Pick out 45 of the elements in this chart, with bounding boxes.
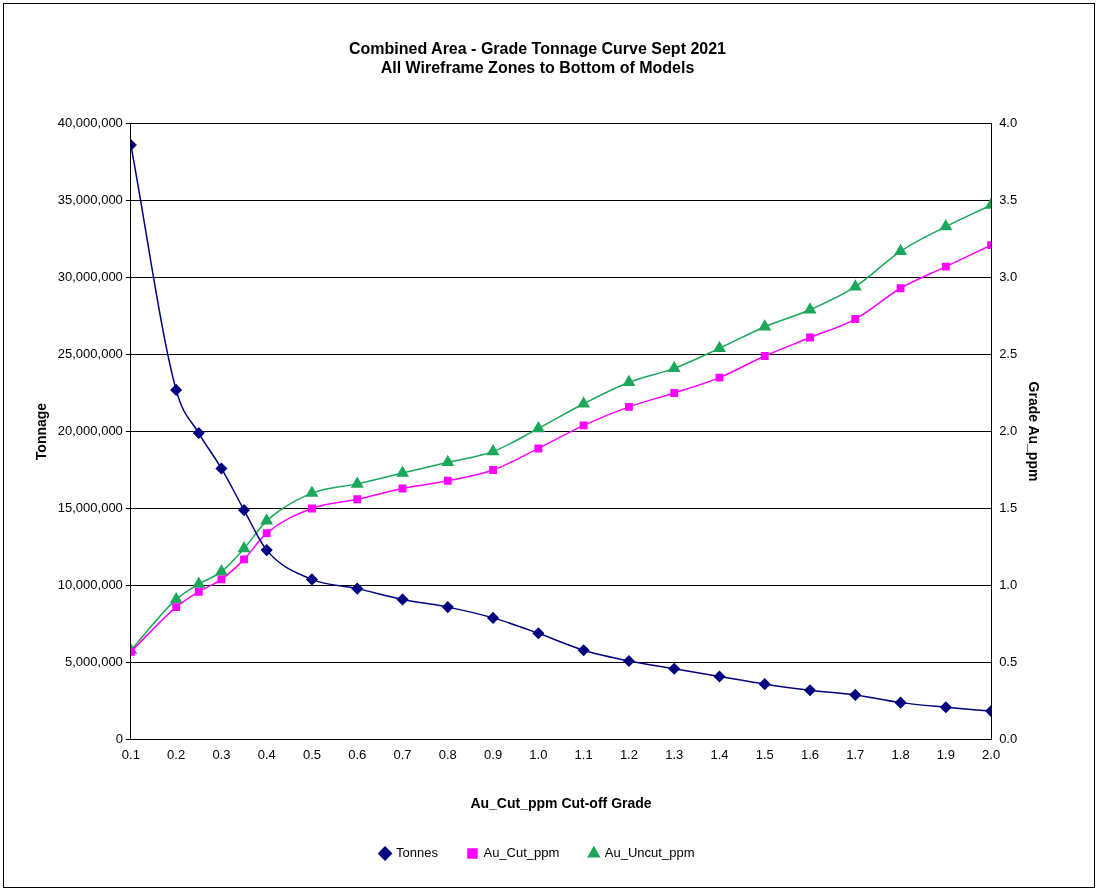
y2-tick-label: 3.0 (999, 269, 1018, 285)
x-tick-label: 1.4 (710, 746, 729, 762)
x-axis-title: Au_Cut_ppm Cut-off Grade (470, 795, 652, 812)
x-tick-label: 0.8 (438, 746, 457, 762)
x-tick-label: 0.1 (121, 746, 140, 762)
y-tick-label: 25,000,000 (57, 346, 123, 362)
y2-tick-label: 0.5 (999, 654, 1018, 670)
x-tick-label: 1.0 (529, 746, 548, 762)
y2-tick-label: 4.0 (999, 114, 1018, 130)
x-tick-label: 1.1 (574, 746, 593, 762)
y2-tick-label: 1.0 (999, 577, 1018, 593)
x-tick-label: 1.5 (755, 746, 774, 762)
x-tick-label: 1.9 (936, 746, 955, 762)
y-tick-label: 35,000,000 (57, 192, 123, 207)
y-tick-label: 40,000,000 (57, 114, 123, 130)
x-tick-label: 1.7 (846, 746, 865, 762)
y-tick-label: 20,000,000 (57, 423, 123, 439)
x-tick-label: 0.4 (257, 746, 276, 762)
x-tick-label: 0.2 (167, 746, 186, 762)
x-tick-label: 2.0 (982, 746, 1001, 762)
x-tick-label: 1.8 (891, 746, 910, 762)
y2-axis-title: Grade Au_ppm (1025, 381, 1042, 482)
x-tick-label: 0.6 (348, 746, 367, 762)
y2-tick-label: 2.0 (999, 423, 1018, 439)
x-tick-label: 1.3 (665, 746, 684, 762)
y2-tick-label: 1.5 (999, 500, 1018, 516)
y-tick-label: 10,000,000 (57, 577, 123, 593)
y-tick-label: 30,000,000 (57, 269, 123, 285)
x-tick-label: 0.3 (212, 746, 231, 762)
chart-title: Combined Area - Grade Tonnage Curve Sept 2021 All Wireframe Zones to Bottom of Models (349, 40, 727, 77)
legend-label: Au_Cut_ppm (483, 845, 560, 861)
y2-tick-label: 0.0 (999, 731, 1018, 747)
y-tick-label: 5,000,000 (65, 654, 123, 670)
legend-label: Tonnes (396, 845, 439, 861)
x-tick-label: 0.5 (302, 746, 322, 762)
x-tick-label: 1.2 (619, 746, 638, 762)
y2-tick-label: 3.5 (999, 192, 1018, 207)
y-tick-label: 0 (115, 731, 123, 747)
x-tick-label: 0.7 (393, 746, 412, 762)
y-tick-label: 15,000,000 (57, 500, 123, 516)
y-axis-title: Tonnage (33, 402, 50, 461)
legend-label: Au_Uncut_ppm (604, 845, 695, 861)
x-tick-label: 1.6 (800, 746, 820, 762)
y2-tick-label: 2.5 (999, 346, 1018, 362)
x-tick-label: 0.9 (484, 746, 503, 762)
